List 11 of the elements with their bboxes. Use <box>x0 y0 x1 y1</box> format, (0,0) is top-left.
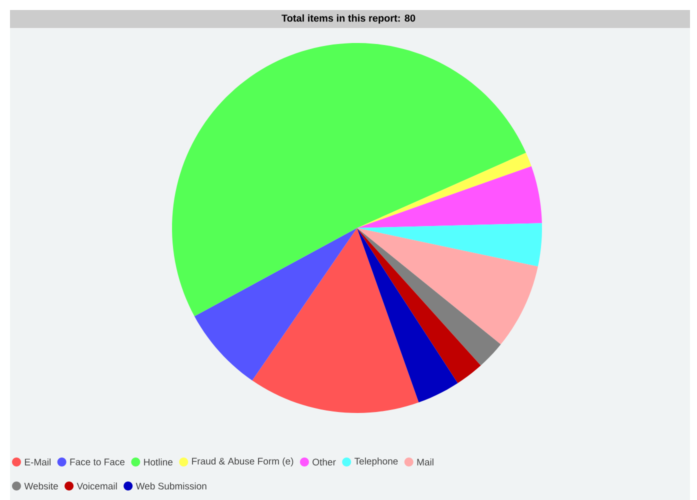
legend-label: Voicemail <box>76 482 117 490</box>
chart-title: Total items in this report: 80 <box>282 14 416 24</box>
legend-label: Telephone <box>354 458 398 466</box>
legend-label: Web Submission <box>136 482 206 490</box>
legend-label: Hotline <box>144 458 173 466</box>
legend-label: Other <box>312 458 336 466</box>
legend-label: Website <box>24 482 58 490</box>
legend-label: E-Mail <box>24 458 50 466</box>
legend-label: Mail <box>417 458 434 466</box>
legend-label: Fraud & Abuse Form (e) <box>192 458 294 466</box>
legend-label: Face to Face <box>70 458 125 466</box>
